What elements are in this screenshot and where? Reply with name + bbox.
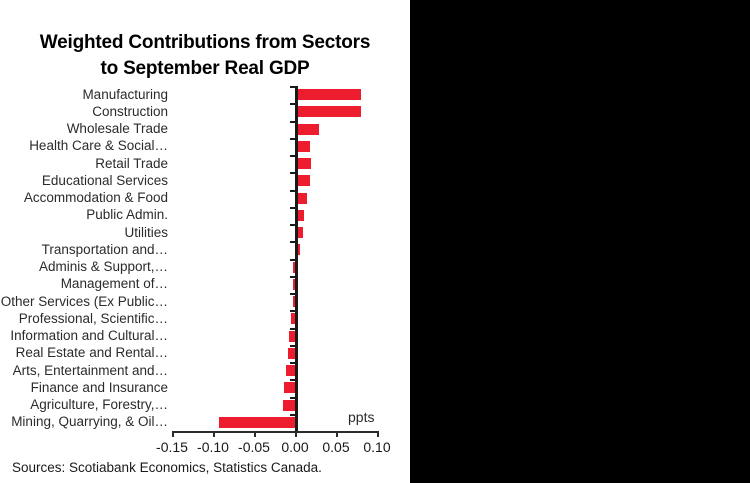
- category-tick: [290, 137, 296, 140]
- category-label: Other Services (Ex Public…: [0, 293, 168, 309]
- bar: [297, 227, 304, 239]
- plot-area: Manufacturing Construction Wholesale Trade…: [0, 86, 410, 431]
- bar: [297, 175, 310, 187]
- bar: [297, 192, 307, 204]
- category-tick: [290, 310, 296, 313]
- bar: [293, 278, 295, 290]
- category-label: Transportation and…: [41, 241, 168, 257]
- category-label: Public Admin.: [86, 207, 168, 223]
- category-label: Information and Cultural…: [10, 328, 168, 344]
- category-label: Utilities: [124, 224, 168, 240]
- category-label: Arts, Entertainment and…: [12, 362, 168, 378]
- units-label: ppts: [348, 409, 375, 425]
- x-axis-tick-label: 0.05: [322, 439, 350, 455]
- bar: [292, 296, 295, 308]
- bar: [297, 123, 319, 135]
- category-tick: [290, 258, 296, 261]
- x-axis-tick: [213, 431, 215, 437]
- category-tick: [290, 379, 296, 382]
- category-label: Accommodation & Food: [23, 190, 168, 206]
- bar: [218, 416, 295, 428]
- bar: [297, 106, 361, 118]
- bar: [284, 382, 295, 394]
- category-tick: [290, 327, 296, 330]
- category-label: Finance and Insurance: [30, 379, 168, 395]
- chart-title: Weighted Contributions from Sectors to S…: [0, 30, 410, 82]
- category-tick: [290, 344, 296, 347]
- category-tick: [290, 224, 296, 226]
- category-tick: [290, 206, 296, 209]
- x-axis-line: [172, 431, 379, 433]
- bar: [290, 313, 295, 325]
- bar: [297, 244, 300, 256]
- chart-title-line-2: to September Real GDP: [100, 58, 310, 79]
- category-tick: [290, 293, 296, 295]
- chart-title-line-1: Weighted Contributions from Sectors: [39, 32, 371, 53]
- category-label: Construction: [92, 103, 168, 119]
- category-label: Health Care & Social…: [29, 138, 168, 154]
- sources-note: Sources: Scotiabank Economics, Statistic…: [12, 460, 322, 475]
- bar: [297, 209, 305, 221]
- bars-container: [172, 86, 410, 431]
- category-label: Educational Services: [41, 172, 168, 188]
- category-label: Management of…: [60, 276, 168, 292]
- x-axis-tick-label: 0.10: [363, 439, 391, 455]
- category-tick: [290, 275, 296, 278]
- category-tick: [290, 103, 296, 106]
- category-axis-labels: Manufacturing Construction Wholesale Trade…: [0, 86, 172, 431]
- x-axis-tick-label: 0.00: [281, 439, 309, 455]
- category-tick: [290, 413, 296, 416]
- category-tick: [290, 362, 296, 364]
- bar: [289, 330, 295, 342]
- bar: [282, 399, 295, 411]
- x-axis-tick: [254, 431, 256, 437]
- category-tick: [290, 86, 296, 88]
- bar: [288, 347, 295, 359]
- category-tick: [290, 172, 296, 175]
- category-label: Manufacturing: [82, 86, 168, 102]
- bar: [297, 140, 310, 152]
- category-label: Professional, Scientific…: [18, 310, 168, 326]
- bar: [293, 261, 295, 273]
- x-axis-tick-label: -0.15: [156, 439, 188, 455]
- category-label: Real Estate and Rental…: [15, 345, 168, 361]
- category-label: Mining, Quarrying, & Oil…: [11, 414, 168, 430]
- bar: [297, 158, 311, 170]
- x-axis-tick-label: -0.05: [238, 439, 270, 455]
- x-axis-tick: [336, 431, 338, 437]
- zero-baseline: [295, 86, 298, 431]
- bar: [297, 89, 362, 101]
- chart-figure: Weighted Contributions from Sectors to S…: [0, 0, 410, 483]
- category-tick: [290, 120, 296, 123]
- x-axis-tick: [172, 431, 174, 437]
- category-label: Wholesale Trade: [66, 121, 168, 137]
- category-tick: [290, 396, 296, 399]
- category-tick: [290, 189, 296, 192]
- category-label: Adminis & Support,…: [38, 259, 168, 275]
- category-label: Retail Trade: [95, 155, 168, 171]
- category-tick: [290, 155, 296, 157]
- category-tick: [290, 241, 296, 244]
- x-axis-tick-label: -0.10: [197, 439, 229, 455]
- x-axis-tick: [295, 431, 297, 437]
- bar: [285, 365, 295, 377]
- x-axis-tick: [377, 431, 379, 437]
- category-label: Agriculture, Forestry,…: [30, 397, 168, 413]
